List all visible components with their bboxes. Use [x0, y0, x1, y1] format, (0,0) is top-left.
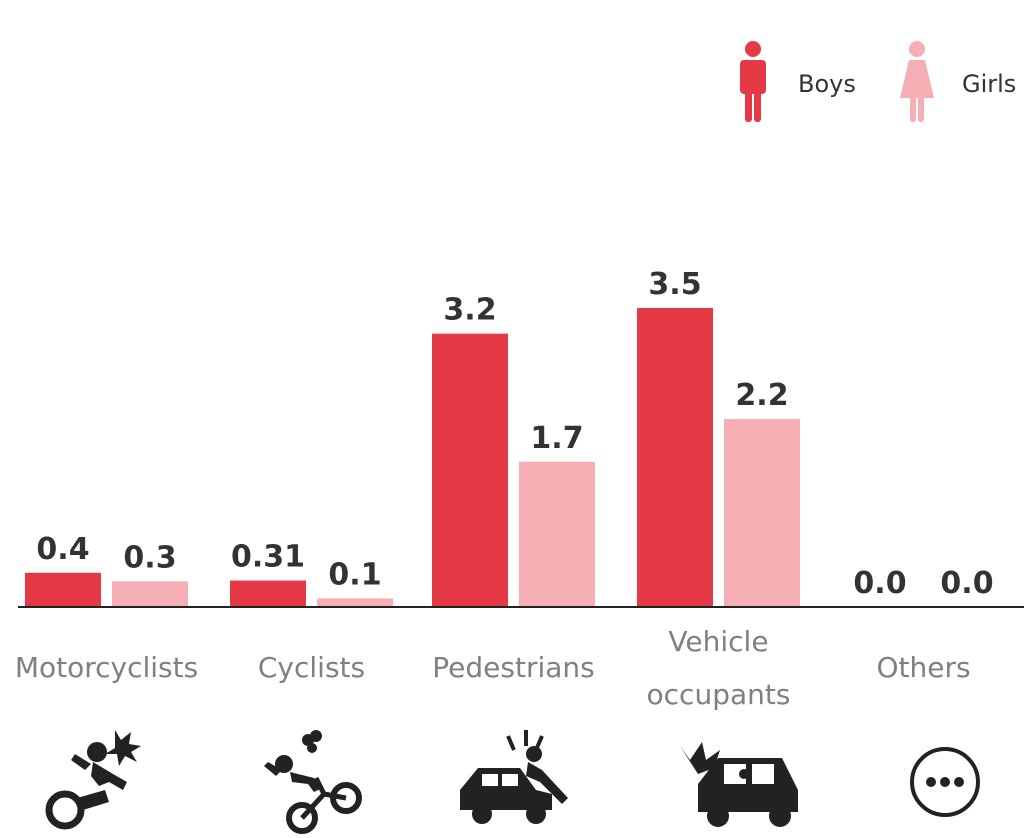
- category-label-cyclists: Cyclists: [258, 651, 365, 684]
- value-label-others-girls: 0.0: [940, 566, 993, 601]
- legend-girls-icon: [900, 41, 934, 122]
- more-options-icon: [910, 747, 980, 817]
- bar-vehicle-occupants-boys: [637, 308, 713, 607]
- category-label-line: occupants: [647, 678, 791, 711]
- pedestrian-hit-icon: [460, 730, 568, 824]
- value-label-motorcyclists-girls: 0.3: [123, 540, 176, 575]
- motorcyclist-crash-icon: [45, 730, 141, 830]
- value-label-vehicle-occupants-boys: 3.5: [648, 267, 701, 302]
- category-label-motorcyclists: Motorcyclists: [15, 651, 198, 684]
- category-labels-group: Motorcyclists Cyclists Pedestrians Vehicle o…: [15, 625, 971, 711]
- value-label-cyclists-boys: 0.31: [231, 540, 305, 575]
- legend-boys-icon: [740, 41, 766, 122]
- category-label-vehicle-occupants: Vehicle occupants: [647, 625, 791, 711]
- vehicle-crash-icon: [680, 742, 798, 827]
- bar-cyclists-girls: [317, 598, 393, 607]
- value-label-others-boys: 0.0: [853, 566, 906, 601]
- bar-pedestrians-girls: [519, 461, 595, 607]
- legend-boys-label: Boys: [798, 70, 856, 98]
- bar-pedestrians-boys: [432, 333, 508, 607]
- value-label-pedestrians-boys: 3.2: [443, 293, 496, 328]
- legend: Boys Girls: [740, 41, 1016, 122]
- cyclist-crash-icon: [264, 730, 362, 834]
- category-label-pedestrians: Pedestrians: [432, 651, 594, 684]
- bar-motorcyclists-girls: [112, 581, 188, 607]
- bar-vehicle-occupants-girls: [724, 419, 800, 607]
- value-label-motorcyclists-boys: 0.4: [36, 532, 89, 567]
- value-label-vehicle-occupants-girls: 2.2: [735, 378, 788, 413]
- category-label-line: Vehicle: [668, 625, 768, 658]
- bar-cyclists-boys: [230, 580, 306, 607]
- value-labels-group: 0.4 0.3 0.31 0.1 3.2 1.7 3.5 2.2 0.0 0.0: [36, 267, 993, 601]
- bar-motorcyclists-boys: [25, 572, 101, 607]
- category-label-others: Others: [876, 651, 970, 684]
- bars-group: [25, 308, 800, 607]
- legend-girls-label: Girls: [962, 70, 1016, 98]
- value-label-pedestrians-girls: 1.7: [530, 421, 583, 456]
- value-label-cyclists-girls: 0.1: [328, 557, 381, 592]
